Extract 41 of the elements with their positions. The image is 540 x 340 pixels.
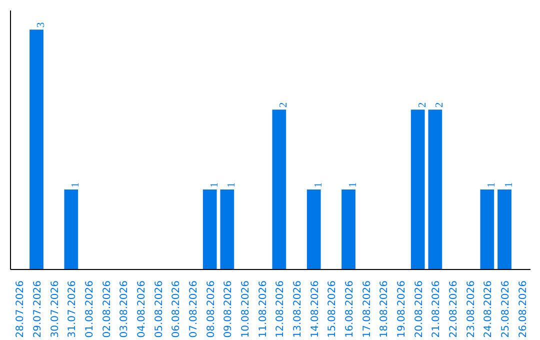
x-tick-label: 06.08.2026 — [171, 280, 182, 338]
x-tick-label: 09.08.2026 — [223, 280, 234, 338]
data-label: 2 — [417, 102, 428, 108]
x-tick-label: 18.08.2026 — [379, 280, 390, 338]
x-tick-label: 08.08.2026 — [206, 280, 217, 338]
x-tick-label: 14.08.2026 — [310, 280, 321, 338]
x-tick-label: 03.08.2026 — [119, 280, 130, 338]
x-tick-label: 29.07.2026 — [32, 280, 44, 338]
x-tick-label: 01.08.2026 — [84, 280, 96, 338]
data-label: 1 — [226, 182, 238, 188]
data-label: 2 — [434, 102, 446, 108]
x-tick-label: 26.08.2026 — [518, 280, 529, 338]
x-tick-label: 21.08.2026 — [431, 280, 442, 338]
data-label: 1 — [486, 182, 498, 188]
x-tick-label: 04.08.2026 — [136, 280, 148, 338]
data-label: 1 — [313, 182, 324, 188]
x-tick-label: 22.08.2026 — [448, 280, 460, 338]
x-tick-label: 28.07.2026 — [15, 280, 26, 338]
x-tick-label: 25.08.2026 — [500, 280, 512, 338]
x-tick-label: 05.08.2026 — [154, 280, 165, 338]
data-label: 3 — [36, 22, 47, 28]
x-tick-label: 30.07.2026 — [50, 280, 61, 338]
data-label: 1 — [504, 182, 515, 188]
x-tick-label: 16.08.2026 — [344, 280, 356, 338]
x-tick-label: 17.08.2026 — [362, 280, 373, 338]
x-tick-label: 19.08.2026 — [396, 280, 408, 338]
x-tick-label: 12.08.2026 — [275, 280, 286, 338]
x-tick-label: 15.08.2026 — [327, 280, 338, 338]
x-tick-label: 02.08.2026 — [102, 280, 113, 338]
data-label: 2 — [278, 102, 290, 108]
x-tick-label: 24.08.2026 — [483, 280, 494, 338]
x-tick-label: 07.08.2026 — [188, 280, 200, 338]
x-tick-label: 31.07.2026 — [67, 280, 78, 338]
x-tick-label: 20.08.2026 — [414, 280, 425, 338]
x-tick-label: 23.08.2026 — [466, 280, 477, 338]
x-tick-label: 13.08.2026 — [292, 280, 304, 338]
x-tick-label: 10.08.2026 — [240, 280, 252, 338]
data-label: 1 — [209, 182, 220, 188]
data-label: 1 — [70, 182, 82, 188]
x-tick-label: 11.08.2026 — [258, 280, 269, 338]
data-label: 1 — [348, 182, 359, 188]
